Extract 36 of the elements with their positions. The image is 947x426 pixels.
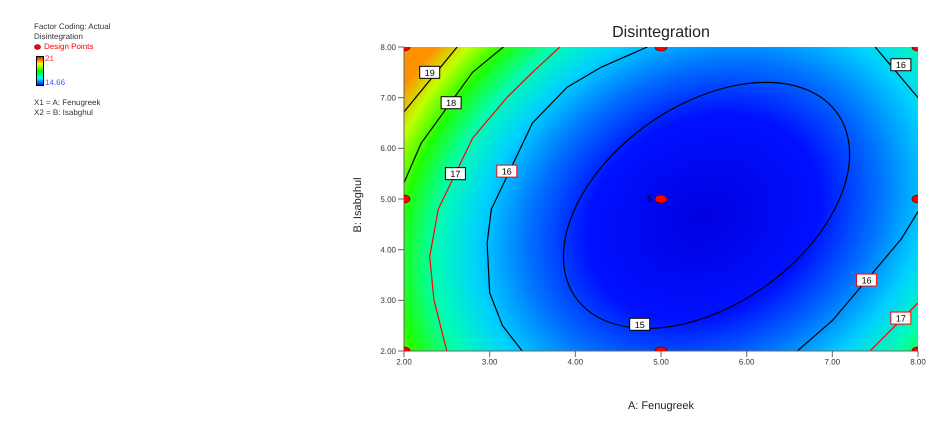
y-tick-label: 8.00: [380, 42, 397, 52]
text: Disintegration: [34, 32, 84, 42]
annotation: 19: [424, 68, 435, 78]
text: 21: [45, 54, 54, 64]
line-series: [796, 211, 918, 351]
y-tick-label: 6.00: [380, 144, 397, 154]
y-tick-label: 2.00: [380, 346, 397, 356]
y-tick-label: 4.00: [380, 246, 397, 255]
x-tick-label: 2.00: [396, 358, 412, 367]
annotation: 18: [446, 98, 456, 108]
text: 14.66: [45, 78, 66, 88]
y-tick-label: 7.00: [380, 94, 397, 103]
x-tick-label: 4.00: [568, 358, 584, 367]
chart-title: Disintegration: [611, 24, 711, 42]
x-tick-label: 6.00: [738, 358, 755, 367]
x-axis-title: A: Fenugreek: [626, 400, 696, 412]
annotation: 16: [502, 166, 512, 177]
y-tick-label: 3.00: [380, 296, 397, 306]
annotation: 16: [896, 60, 906, 70]
text: X2 = B: Isabghul: [34, 108, 94, 118]
legend-label: Design Points: [44, 42, 94, 52]
annotation: 16: [862, 276, 872, 286]
x-tick-label: 7.00: [824, 358, 841, 367]
line-series: [486, 47, 648, 351]
annotation: 5: [646, 194, 652, 204]
annotation: 15: [634, 320, 645, 330]
text: X1 = A: Fenugreek: [34, 98, 102, 108]
y-tick-label: 5.00: [380, 194, 397, 204]
text: Factor Coding: Actual: [34, 22, 110, 32]
line-series: [404, 47, 504, 184]
y-axis-title: B: Isabghul: [352, 177, 364, 233]
annotation: 17: [896, 314, 906, 324]
x-tick-label: 3.00: [482, 358, 498, 367]
x-tick-label: 8.00: [910, 358, 926, 367]
annotation: 17: [450, 169, 460, 180]
x-tick-label: 5.00: [653, 358, 670, 367]
